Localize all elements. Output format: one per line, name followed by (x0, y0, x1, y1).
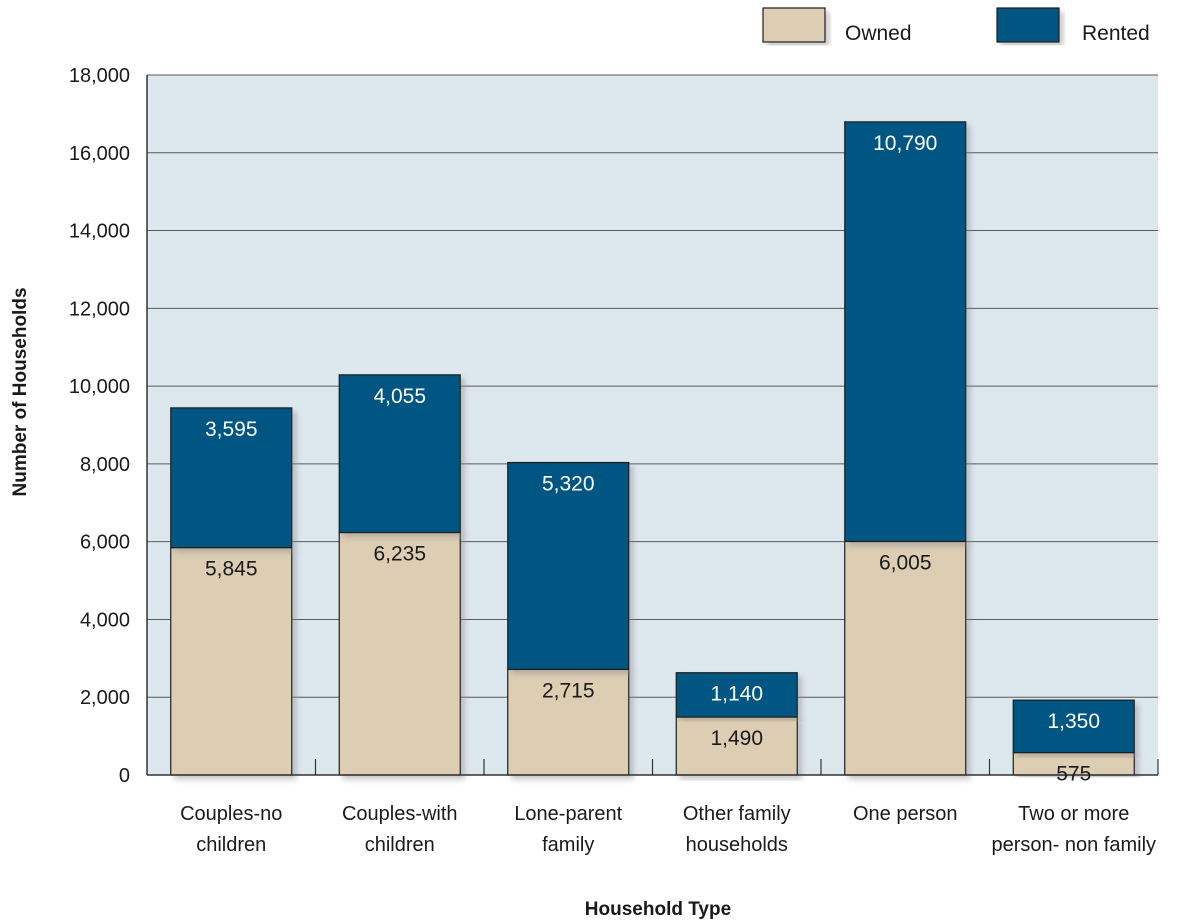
data-label-rented: 5,320 (542, 473, 595, 496)
x-category-label: Two or more person- non family (991, 803, 1156, 856)
y-tick-label: 8,000 (80, 454, 130, 476)
y-tick-label: 12,000 (69, 298, 130, 320)
bar-owned (338, 531, 461, 776)
bar-rented (675, 672, 798, 718)
data-label-rented: 10,790 (873, 132, 937, 155)
y-tick-label: 2,000 (80, 687, 130, 709)
bar-rented (170, 407, 293, 549)
legend-label-owned: Owned (845, 22, 912, 45)
y-tick-label: 10,000 (69, 376, 130, 398)
bar-rented (338, 374, 461, 534)
data-label-owned: 6,235 (373, 543, 426, 566)
bar-rented (507, 461, 630, 671)
data-label-rented: 4,055 (373, 385, 426, 408)
y-tick-label: 0 (119, 765, 130, 787)
bar-rented (1012, 699, 1135, 754)
x-category-label: Other family households (683, 803, 791, 856)
bar-owned (170, 547, 293, 776)
data-label-rented: 1,350 (1047, 710, 1100, 733)
legend-label-rented: Rented (1082, 22, 1150, 45)
data-label-rented: 3,595 (205, 418, 258, 441)
bar-rented (844, 121, 967, 543)
x-category-label: Couples-with children (342, 803, 458, 856)
y-tick-label: 4,000 (80, 609, 130, 631)
data-label-owned: 6,005 (879, 551, 932, 574)
y-tick-label: 14,000 (69, 221, 130, 243)
y-tick-label: 18,000 (69, 65, 130, 87)
x-category-label: One person (853, 803, 958, 825)
y-tick-label: 16,000 (69, 143, 130, 165)
data-label-rented: 1,140 (710, 683, 763, 706)
plot-area (147, 75, 1158, 775)
x-axis-title: Household Type (585, 899, 731, 920)
y-tick-label: 6,000 (80, 532, 130, 554)
data-label-owned: 575 (1056, 763, 1091, 786)
legend-swatch-owned (762, 7, 826, 43)
data-label-owned: 1,490 (710, 727, 763, 750)
y-axis-title: Number of Households (10, 287, 31, 496)
data-label-owned: 2,715 (542, 679, 595, 702)
x-category-label: Couples-no children (180, 803, 282, 856)
legend-swatch-rented (996, 7, 1060, 43)
data-label-owned: 5,845 (205, 558, 258, 581)
x-category-label: Lone-parent family (514, 803, 622, 856)
bar-owned (844, 540, 967, 776)
